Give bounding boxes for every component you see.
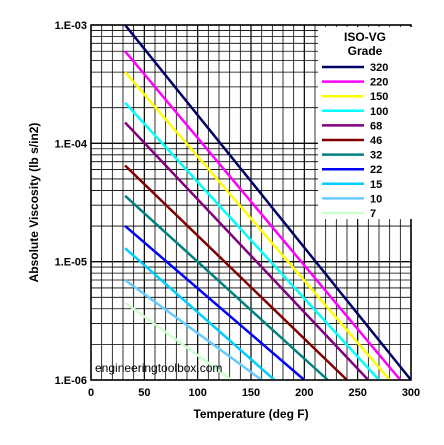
legend-title: ISO-VG (344, 30, 386, 44)
series-line-100 (124, 101, 380, 381)
series-line-10 (124, 278, 263, 382)
y-tick-label: 1.E-05 (55, 257, 87, 269)
legend-title: Grade (348, 44, 383, 58)
series-line-150 (124, 71, 391, 381)
series-line-320 (124, 24, 412, 381)
legend-label-100: 100 (370, 106, 388, 118)
y-tick-label: 1.E-04 (55, 138, 88, 150)
y-tick-label: 1.E-03 (55, 20, 87, 32)
series-line-32 (124, 194, 329, 381)
series-line-15 (124, 247, 276, 381)
x-tick-label: 250 (348, 387, 366, 399)
watermark: engineeringtoolbox.com (95, 361, 222, 375)
series-lines (124, 24, 412, 382)
x-tick-label: 300 (402, 387, 420, 399)
legend-label-68: 68 (370, 120, 382, 132)
x-tick-label: 150 (242, 387, 260, 399)
x-tick-labels: 0 50 100 150 200 250 300 (88, 387, 420, 399)
series-line-7 (124, 301, 233, 382)
legend-label-320: 320 (370, 62, 388, 74)
legend-box (318, 27, 412, 219)
series-line-220 (124, 50, 402, 381)
series-line-68 (124, 121, 370, 381)
x-tick-label: 0 (88, 387, 94, 399)
legend-label-32: 32 (370, 150, 382, 162)
x-tick-label: 100 (188, 387, 206, 399)
y-tick-label: 1.E-06 (55, 375, 87, 387)
legend-label-10: 10 (370, 193, 382, 205)
legend-label-220: 220 (370, 77, 388, 89)
legend-label-15: 15 (370, 179, 382, 191)
x-axis-label: Temperature (deg F) (193, 407, 308, 421)
y-axis-label: Absolute Viscosity (lb s/in2) (27, 123, 41, 283)
legend-label-22: 22 (370, 164, 382, 176)
legend-label-46: 46 (370, 135, 382, 147)
series-line-46 (124, 164, 348, 381)
x-tick-label: 50 (138, 387, 150, 399)
legend-label-150: 150 (370, 91, 388, 103)
series-line-22 (124, 225, 306, 381)
y-tick-labels: 1.E-06 1.E-05 1.E-04 1.E-03 (55, 20, 88, 387)
x-tick-label: 200 (295, 387, 313, 399)
legend-label-7: 7 (370, 208, 376, 220)
